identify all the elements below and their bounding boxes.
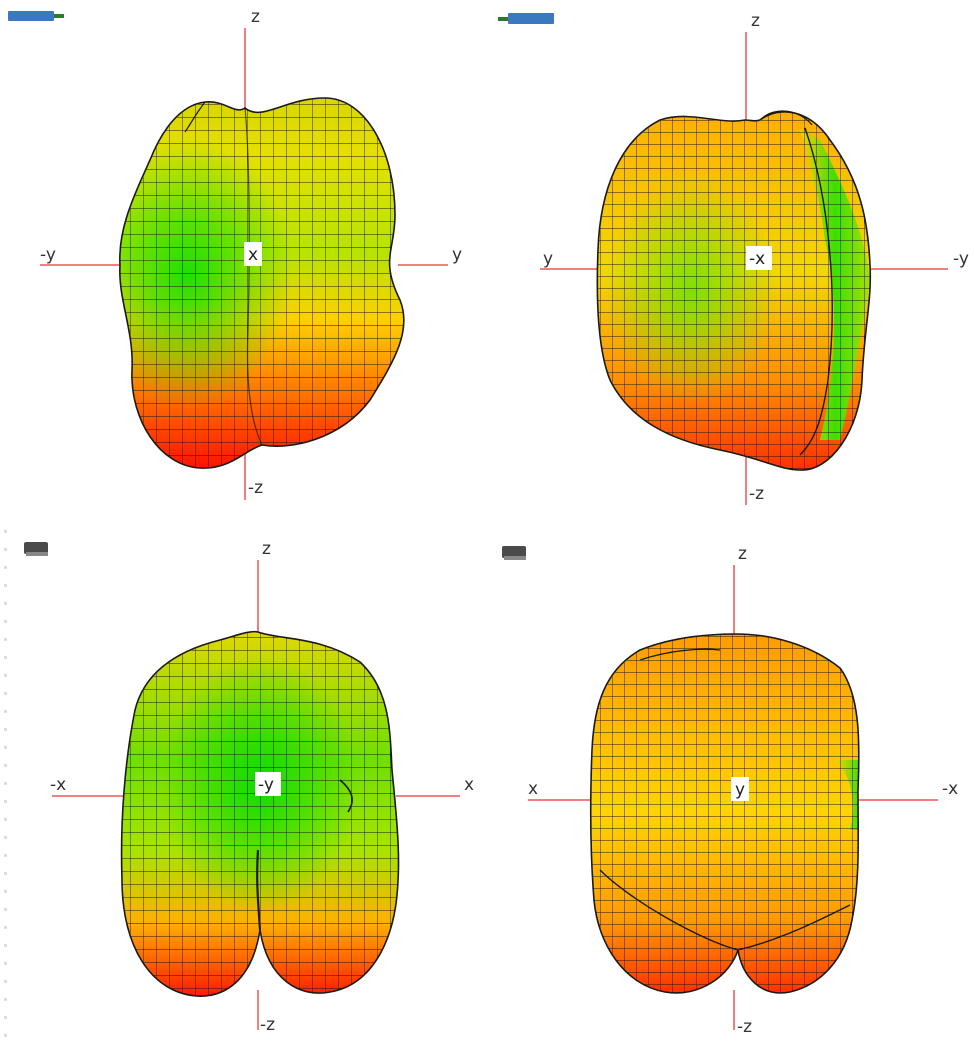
view-minus-y-panel: z -z -x x -y [24, 539, 474, 1035]
axis-label-top: z [751, 11, 760, 31]
axis-label-left: -y [40, 245, 56, 265]
axis-label-bottom: -z [749, 484, 764, 504]
axis-label-right: -x [942, 779, 958, 799]
axis-label-top: z [262, 539, 271, 559]
axis-label-center: -x [749, 249, 765, 269]
probe-icon [498, 13, 554, 24]
view-y-panel: z -z x -x y [502, 544, 958, 1037]
axis-label-right: -y [953, 249, 969, 269]
axis-label-left: x [528, 779, 538, 799]
center-label-box [746, 246, 772, 270]
view-minus-x-panel: z -z y -y -x [498, 11, 969, 505]
axis-label-top: z [251, 7, 260, 27]
axis-label-right: x [464, 775, 474, 795]
axis-label-bottom: -z [737, 1017, 752, 1037]
probe-icon [502, 546, 526, 560]
lobe-surface [596, 110, 872, 471]
center-label-box [244, 242, 262, 266]
axis-label-top: z [738, 544, 747, 564]
center-label-box [731, 777, 749, 801]
view-x-panel: z -z -y y x [8, 7, 462, 500]
axis-label-left: -x [50, 775, 66, 795]
center-label-box [255, 772, 281, 796]
lobe-surface [120, 630, 400, 997]
axis-label-bottom: -z [248, 478, 263, 498]
axis-label-center: x [248, 245, 258, 265]
panel-divider-hatch [4, 530, 7, 1040]
axis-label-right: y [452, 245, 462, 265]
axis-label-bottom: -z [260, 1015, 275, 1035]
lobe-surface [589, 633, 860, 994]
axis-label-center: y [735, 780, 745, 800]
probe-icon [8, 11, 64, 21]
axis-label-center: -y [258, 775, 274, 795]
axis-label-left: y [543, 249, 553, 269]
lobe-surface [119, 97, 405, 469]
probe-icon [24, 542, 48, 556]
